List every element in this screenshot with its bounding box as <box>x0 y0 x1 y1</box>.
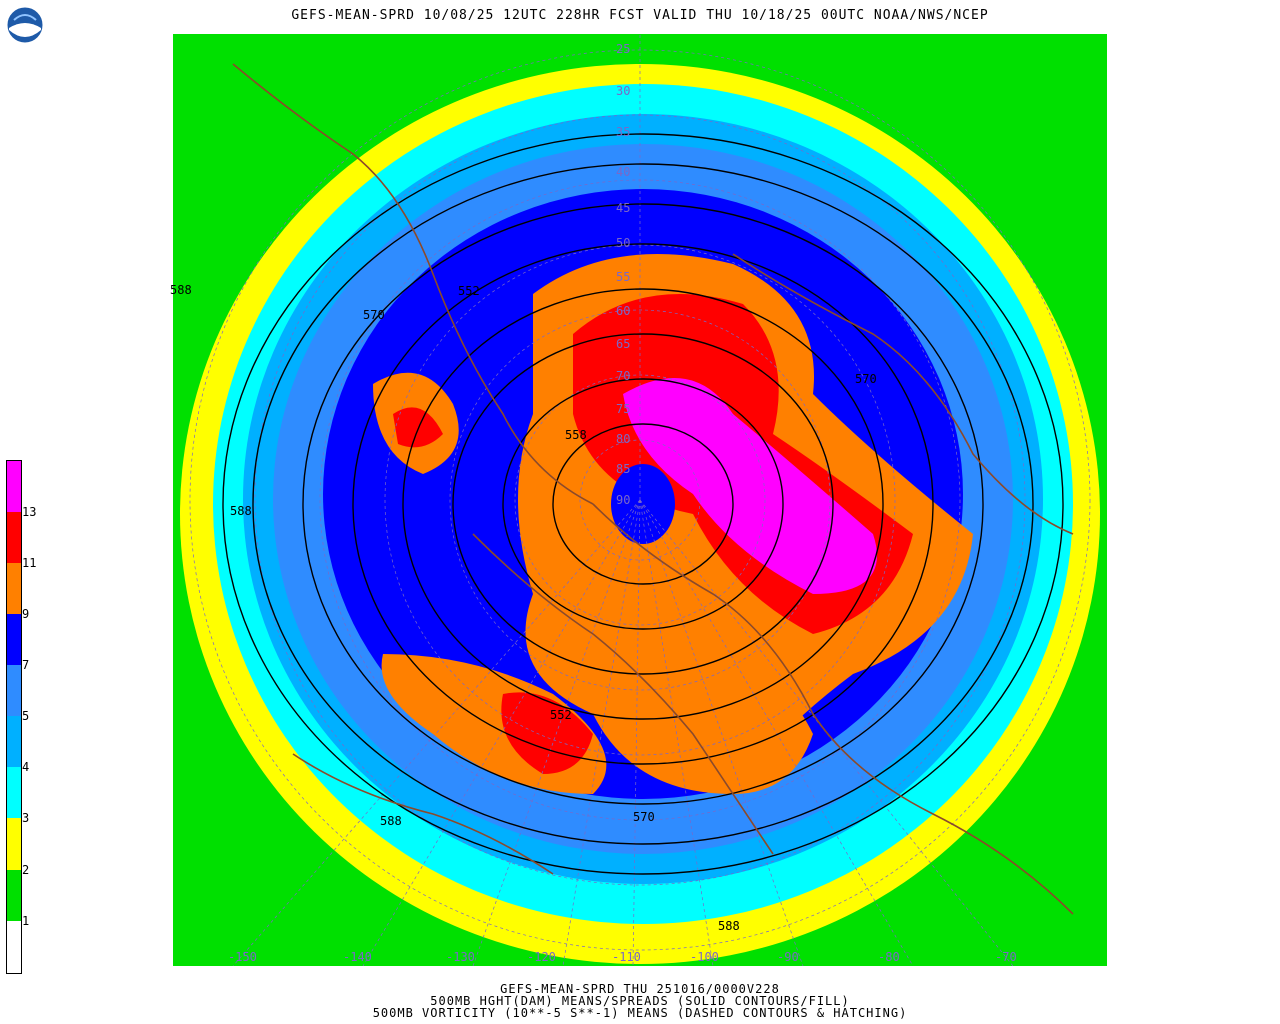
legend-swatch <box>7 870 21 921</box>
legend-swatch <box>7 921 21 973</box>
legend-swatch <box>7 716 21 767</box>
latitude-label: 55 <box>616 270 631 284</box>
longitude-label: -130 <box>446 950 475 964</box>
longitude-label: -150 <box>228 950 257 964</box>
footer-line-3: 500MB VORTICITY (10**-5 S**-1) MEANS (DA… <box>372 1006 908 1020</box>
longitude-label: -90 <box>777 950 799 964</box>
legend-label: 1 <box>22 914 30 928</box>
contour-label: 552 <box>458 284 480 298</box>
latitude-label: 80 <box>616 432 631 446</box>
legend-label: 4 <box>22 760 30 774</box>
latitude-label: 70 <box>616 369 631 383</box>
latitude-label: 35 <box>616 125 631 139</box>
contour-label: 570 <box>633 810 655 824</box>
color-scale-legend <box>6 460 22 974</box>
latitude-label: 40 <box>616 165 631 179</box>
latitude-label: 60 <box>616 304 631 318</box>
legend-swatch <box>7 818 21 870</box>
latitude-label: 45 <box>616 201 631 215</box>
latitude-label: 25 <box>616 42 631 56</box>
legend-label: 5 <box>22 709 30 723</box>
latitude-label: 85 <box>616 462 631 476</box>
legend-swatch <box>7 512 21 563</box>
legend-label: 13 <box>22 505 37 519</box>
longitude-label: -80 <box>878 950 900 964</box>
longitude-label: -140 <box>343 950 372 964</box>
forecast-map <box>173 34 1107 966</box>
chart-title: GEFS-MEAN-SPRD 10/08/25 12UTC 228HR FCST… <box>291 8 989 23</box>
legend-swatch <box>7 767 21 818</box>
footer-line-1: GEFS-MEAN-SPRD THU 251016/0000V228 <box>500 982 780 996</box>
contour-label: 588 <box>380 814 402 828</box>
latitude-label: 65 <box>616 337 631 351</box>
contour-label: 570 <box>363 308 385 322</box>
latitude-label: 90 <box>616 493 631 507</box>
legend-swatch <box>7 614 21 665</box>
footer-line-2: 500MB HGHT(DAM) MEANS/SPREADS (SOLID CON… <box>430 994 850 1008</box>
latitude-label: 75 <box>616 402 631 416</box>
contour-label: 588 <box>718 919 740 933</box>
contour-label: 570 <box>855 372 877 386</box>
legend-label: 3 <box>22 811 30 825</box>
legend-label: 2 <box>22 863 30 877</box>
longitude-label: -120 <box>527 950 556 964</box>
legend-swatch <box>7 563 21 614</box>
longitude-label: -70 <box>995 950 1017 964</box>
legend-label: 9 <box>22 607 30 621</box>
legend-label: 11 <box>22 556 37 570</box>
noaa-logo-icon <box>6 6 44 44</box>
contour-label: 588 <box>170 283 192 297</box>
longitude-label: -110 <box>612 950 641 964</box>
latitude-label: 50 <box>616 236 631 250</box>
contour-label: 588 <box>230 504 252 518</box>
contour-label: 552 <box>550 708 572 722</box>
longitude-label: -100 <box>690 950 719 964</box>
latitude-label: 30 <box>616 84 631 98</box>
legend-swatch <box>7 461 21 512</box>
contour-label: 558 <box>565 428 587 442</box>
legend-swatch <box>7 665 21 716</box>
legend-label: 7 <box>22 658 30 672</box>
